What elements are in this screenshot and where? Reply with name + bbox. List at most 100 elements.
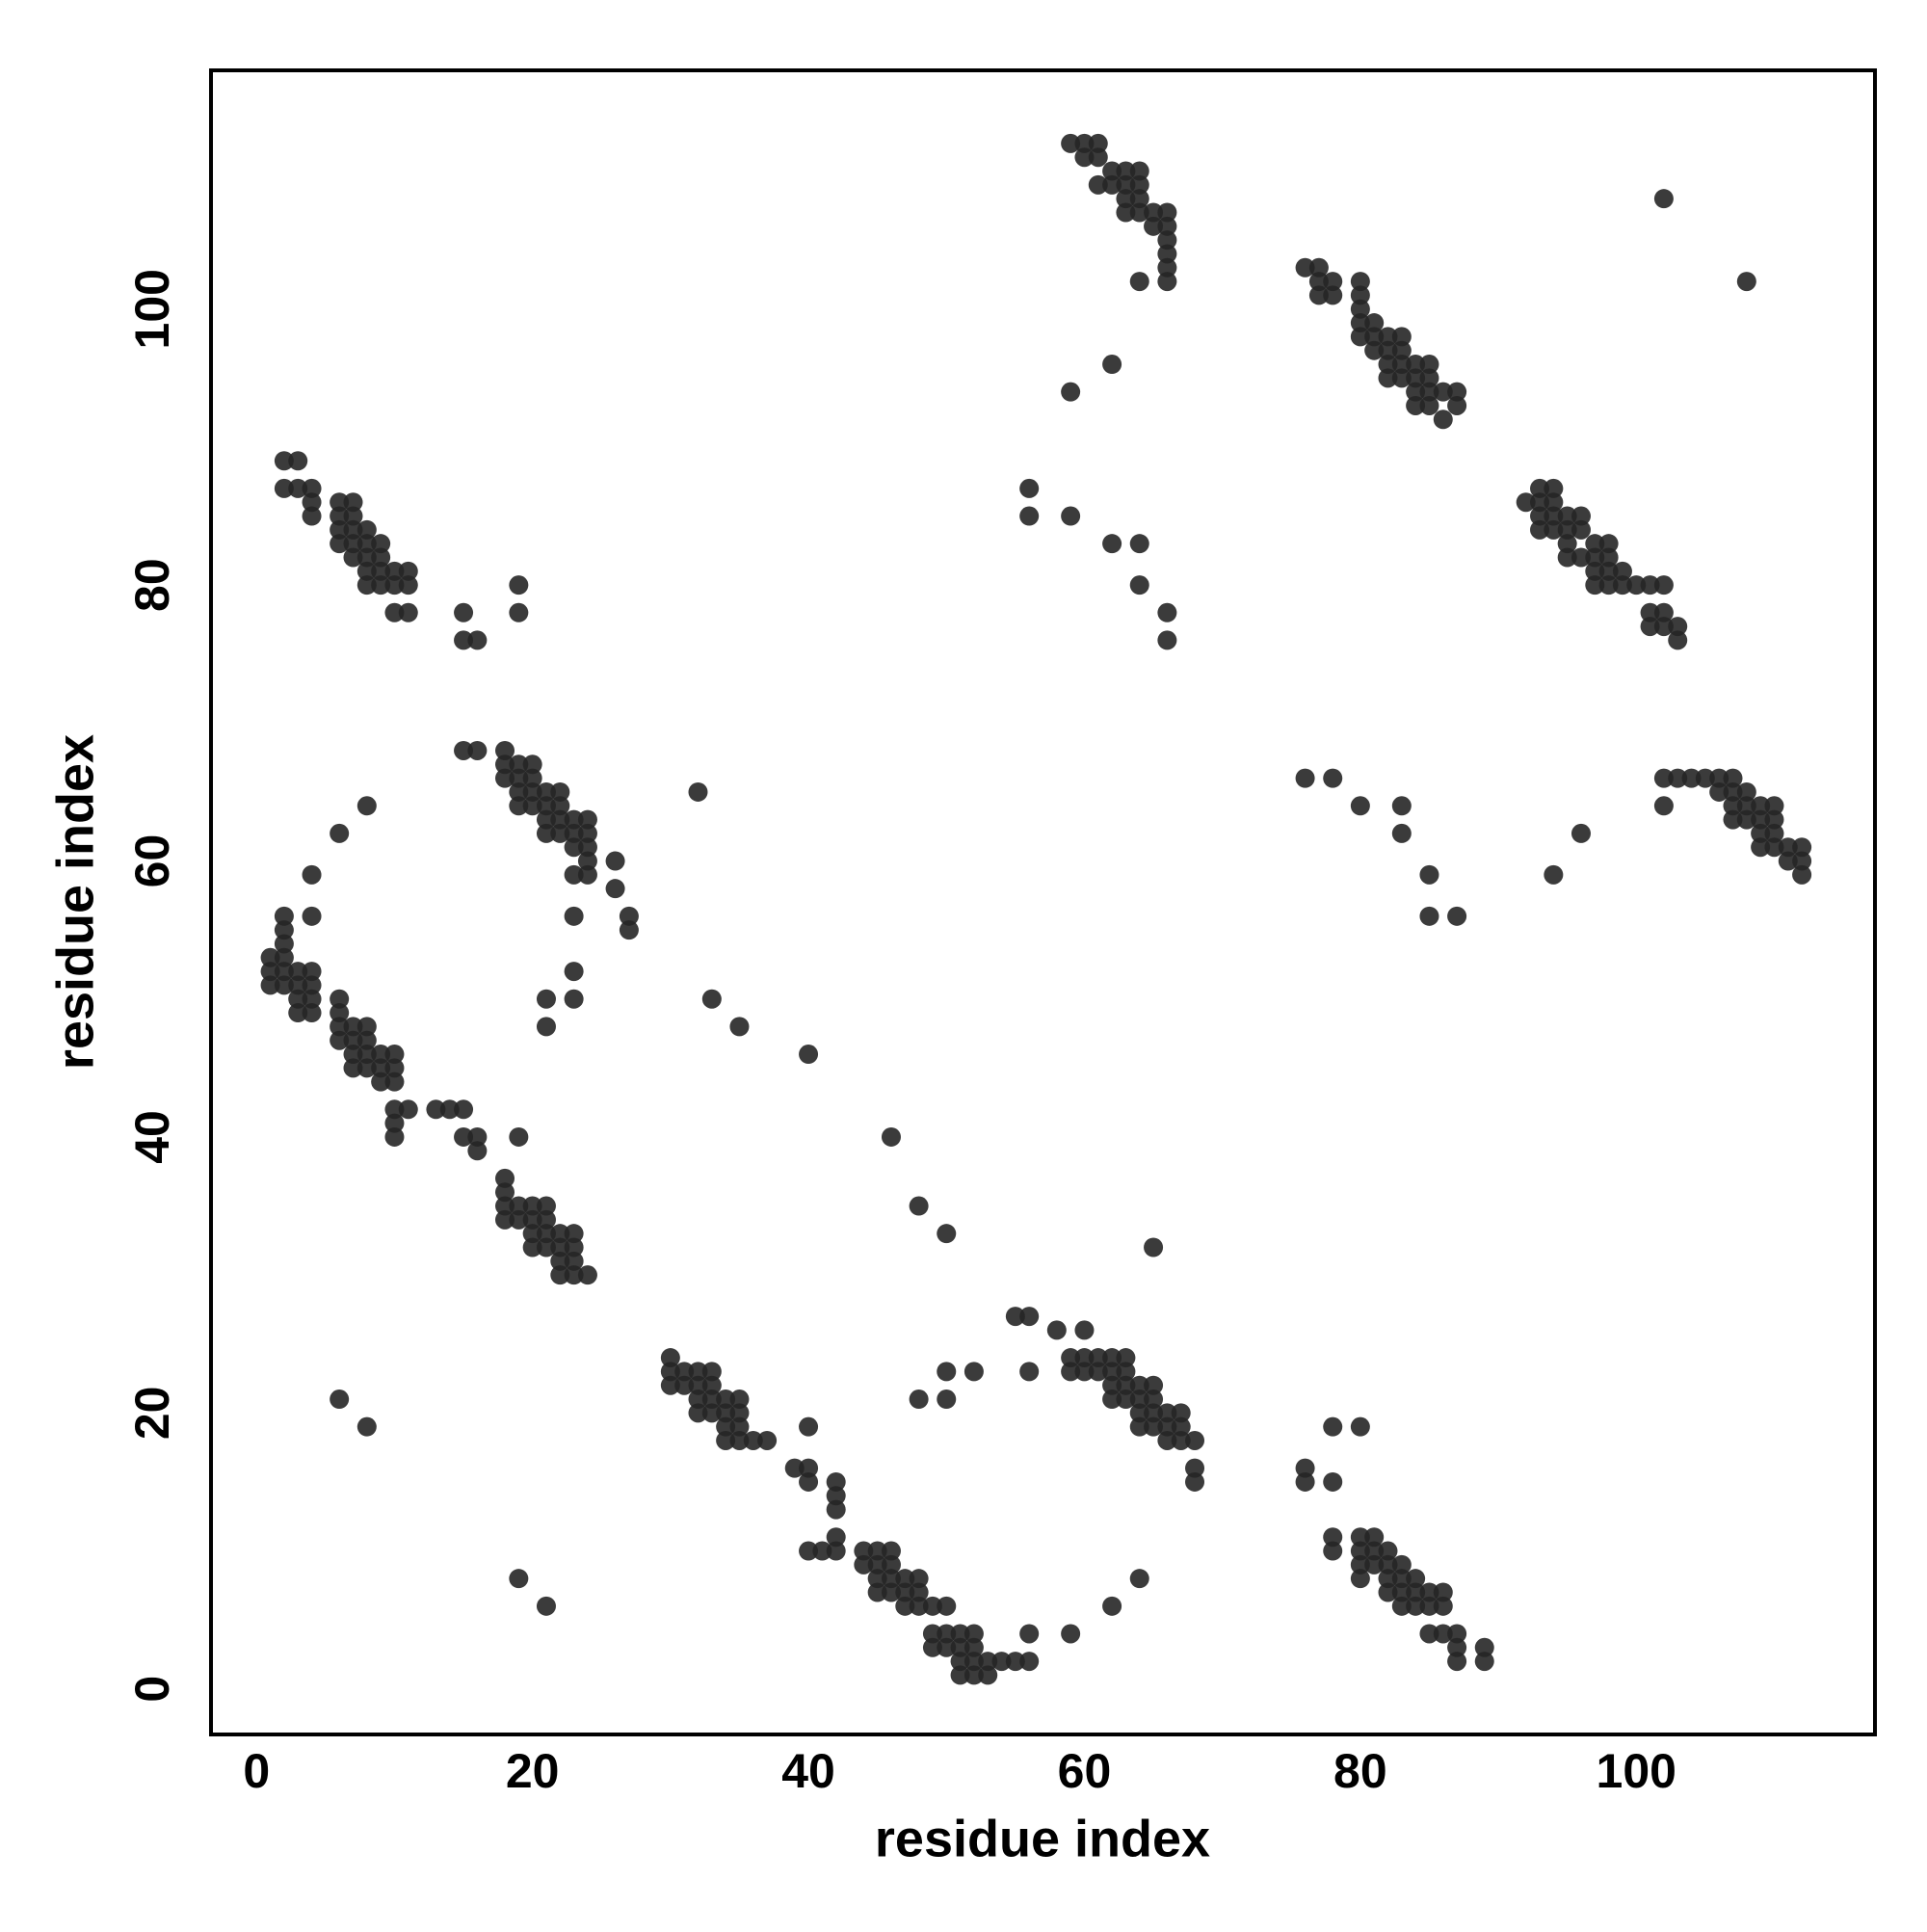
point: [1391, 1569, 1412, 1589]
point: [937, 1624, 957, 1644]
point: [274, 906, 294, 926]
point: [288, 451, 308, 471]
point: [688, 781, 708, 802]
point: [1157, 602, 1177, 622]
point: [964, 1624, 984, 1644]
point: [674, 1362, 695, 1382]
point: [1364, 1527, 1385, 1548]
point: [1447, 1624, 1467, 1644]
point: [1433, 1624, 1453, 1644]
point: [909, 1596, 929, 1616]
point: [1406, 368, 1426, 388]
point: [522, 1237, 542, 1257]
point: [1102, 355, 1122, 375]
point: [302, 506, 322, 526]
point: [1323, 272, 1343, 292]
point: [922, 1596, 942, 1616]
point: [1433, 1596, 1453, 1616]
point: [495, 768, 515, 788]
y-tick-label: 80: [125, 558, 179, 612]
point: [1074, 133, 1095, 153]
point: [1102, 161, 1122, 181]
point: [1736, 809, 1756, 830]
point: [1102, 1348, 1122, 1368]
point: [1378, 368, 1398, 388]
point: [536, 796, 556, 816]
point: [343, 1058, 363, 1078]
point: [1530, 519, 1550, 540]
point: [964, 1637, 984, 1657]
point: [1406, 395, 1426, 415]
point: [550, 796, 570, 816]
point: [454, 630, 474, 650]
point: [937, 1362, 957, 1382]
point: [1419, 395, 1439, 415]
point: [274, 975, 294, 995]
point: [398, 561, 418, 581]
point: [1668, 617, 1688, 637]
point: [1391, 796, 1412, 816]
point: [550, 1237, 570, 1257]
point: [398, 1099, 418, 1120]
x-tick-label: 20: [506, 1744, 560, 1798]
point: [1391, 368, 1412, 388]
point: [1723, 768, 1743, 788]
point: [688, 1403, 708, 1423]
point: [964, 1665, 984, 1685]
point: [1171, 1403, 1191, 1423]
point: [564, 1237, 584, 1257]
point: [330, 1017, 350, 1037]
point: [356, 796, 377, 816]
point: [1295, 768, 1315, 788]
x-tick-label: 100: [1597, 1744, 1676, 1798]
point: [356, 561, 377, 581]
point: [799, 1541, 819, 1561]
point: [799, 1471, 819, 1492]
point: [1792, 851, 1812, 871]
point: [564, 837, 584, 858]
point: [1019, 1362, 1040, 1382]
point: [881, 1554, 901, 1575]
point: [522, 781, 542, 802]
point: [1640, 575, 1660, 595]
point: [1598, 547, 1619, 568]
point: [577, 823, 597, 843]
point: [1653, 768, 1674, 788]
point: [1144, 1375, 1164, 1395]
point: [302, 975, 322, 995]
point: [1751, 823, 1771, 843]
point: [1378, 1582, 1398, 1602]
point: [1419, 864, 1439, 885]
point: [701, 1403, 722, 1423]
point: [522, 1196, 542, 1216]
point: [509, 768, 529, 788]
point: [577, 1265, 597, 1285]
point: [1116, 161, 1136, 181]
point: [536, 823, 556, 843]
point: [384, 602, 405, 622]
point: [1447, 1652, 1467, 1672]
point: [1308, 285, 1329, 305]
point: [660, 1348, 680, 1368]
point: [1102, 534, 1122, 554]
point: [1447, 395, 1467, 415]
point: [1612, 575, 1632, 595]
point: [964, 1362, 984, 1382]
point: [1129, 272, 1149, 292]
point: [619, 920, 639, 940]
point: [564, 906, 584, 926]
point: [1185, 1458, 1205, 1478]
point: [371, 561, 391, 581]
point: [550, 1224, 570, 1244]
point: [384, 1058, 405, 1078]
point: [1778, 837, 1798, 858]
point: [1792, 837, 1812, 858]
point: [1474, 1637, 1494, 1657]
point: [854, 1541, 874, 1561]
point: [356, 1017, 377, 1037]
point: [729, 1403, 750, 1423]
point: [1350, 1554, 1370, 1575]
point: [909, 1582, 929, 1602]
point: [991, 1652, 1012, 1672]
point: [371, 1058, 391, 1078]
